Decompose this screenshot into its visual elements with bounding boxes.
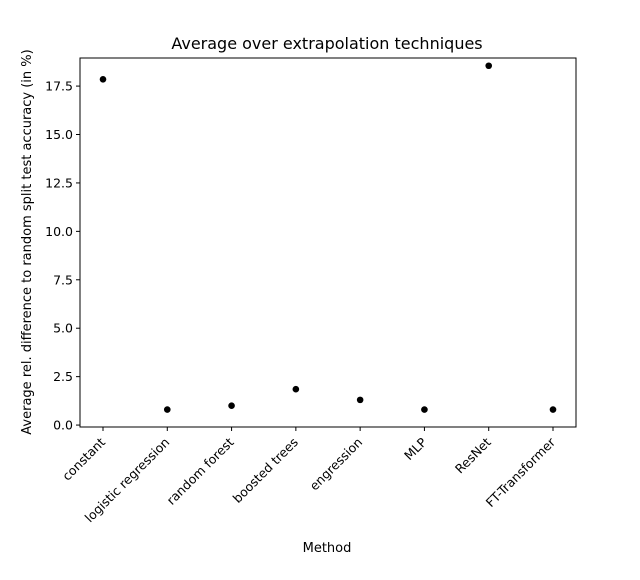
data-point bbox=[356, 396, 364, 404]
y-tick-label: 10.0 bbox=[45, 224, 73, 239]
x-tick-label: FT-Transformer bbox=[483, 434, 559, 510]
y-tick-label: 15.0 bbox=[45, 127, 73, 142]
y-axis-label: Average rel. difference to random split … bbox=[20, 49, 35, 434]
data-point bbox=[292, 385, 300, 393]
y-tick-label: 0.0 bbox=[53, 418, 73, 433]
x-tick-label: boosted trees bbox=[230, 435, 301, 506]
data-point bbox=[421, 406, 428, 413]
data-point bbox=[228, 402, 235, 409]
plot-frame bbox=[79, 57, 577, 428]
data-points bbox=[99, 62, 557, 413]
x-tick-label: engression bbox=[306, 435, 365, 494]
data-point bbox=[549, 406, 557, 413]
x-tick-label: constant bbox=[59, 434, 108, 483]
chart-title: Average over extrapolation techniques bbox=[171, 34, 482, 53]
data-point bbox=[485, 62, 493, 70]
data-point bbox=[99, 76, 107, 83]
y-tick-label: 12.5 bbox=[45, 175, 73, 190]
x-tick-label: MLP bbox=[401, 434, 430, 463]
y-tick-label: 17.5 bbox=[45, 79, 73, 94]
x-tick-label: ResNet bbox=[452, 434, 494, 476]
y-tick-label: 7.5 bbox=[53, 272, 73, 287]
x-axis-label: Method bbox=[303, 541, 352, 556]
y-tick-label: 5.0 bbox=[53, 321, 73, 336]
y-axis: 0.0 2.5 5.0 7.5 10.0 12.5 15.0 17.5 bbox=[45, 79, 80, 433]
data-point bbox=[163, 406, 171, 413]
x-tick-label: random forest bbox=[164, 434, 237, 507]
y-tick-label: 2.5 bbox=[53, 369, 73, 384]
